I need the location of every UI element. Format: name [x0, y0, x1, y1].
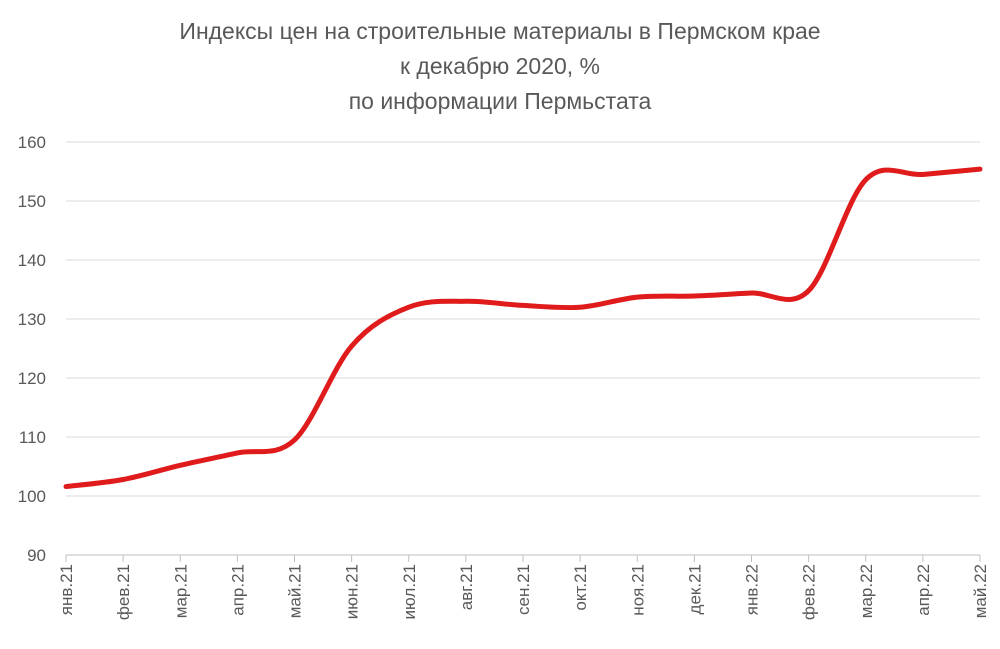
x-tick-label: мар.21	[171, 564, 190, 618]
chart-title: Индексы цен на строительные материалы в …	[0, 14, 1000, 119]
chart-title-line-2: к декабрю 2020, %	[399, 53, 601, 79]
gridlines	[66, 141, 980, 497]
y-tick-label: 90	[27, 546, 46, 565]
chart-title-line-1: Индексы цен на строительные материалы в …	[179, 18, 821, 44]
x-tick-label: апр.21	[228, 564, 247, 616]
x-tick-label: май.21	[286, 564, 305, 618]
x-tick-label: фев.21	[114, 564, 133, 620]
x-tick-label: янв.22	[743, 564, 762, 615]
series-layer	[63, 166, 983, 490]
x-tick-label: ноя.21	[628, 564, 647, 616]
x-tick-label: янв.21	[57, 564, 76, 615]
y-tick-label: 150	[18, 192, 46, 211]
y-tick-label: 160	[18, 133, 46, 152]
x-tick-labels: янв.21 фев.21 мар.21 апр.21 май.21 июн.21 июл.…	[57, 564, 990, 620]
x-tick-label: окт.21	[571, 564, 590, 611]
x-tick-label: авг.21	[457, 564, 476, 610]
y-tick-label: 100	[18, 487, 46, 506]
x-tick-label: дек.21	[685, 564, 704, 614]
y-tick-label: 140	[18, 251, 46, 270]
y-tick-label: 120	[18, 369, 46, 388]
x-tick-label: июн.21	[343, 564, 362, 619]
axes	[65, 554, 981, 562]
x-tick-label: мар.22	[857, 564, 876, 618]
x-tick-label: июл.21	[400, 564, 419, 619]
y-tick-label: 130	[18, 310, 46, 329]
y-tick-label: 110	[19, 428, 46, 447]
y-tick-labels: 90 100 110 120 130 140 150 160	[18, 133, 46, 565]
chart-title-line-3: по информации Пермьстата	[348, 88, 652, 114]
x-tick-label: сен.21	[514, 564, 533, 615]
x-tick-label: май.22	[971, 564, 990, 618]
x-tick-label: апр.22	[914, 564, 933, 616]
series-line	[63, 166, 983, 490]
x-tick-label: фев.22	[800, 564, 819, 620]
